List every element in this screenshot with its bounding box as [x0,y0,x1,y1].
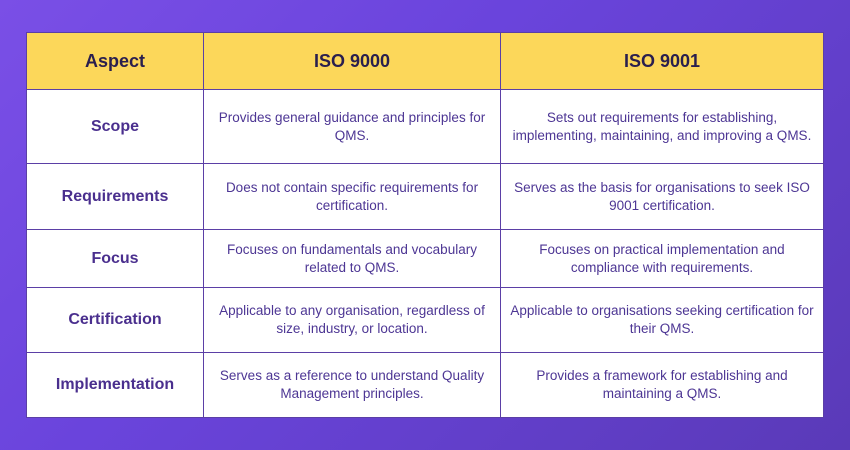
table-header-row: Aspect ISO 9000 ISO 9001 [26,32,824,90]
table-row: Implementation Serves as a reference to … [26,352,824,418]
row-aspect: Requirements [26,163,204,230]
row-iso-9001: Provides a framework for establishing an… [500,352,824,418]
header-iso-9000: ISO 9000 [203,32,501,90]
row-iso-9001: Serves as the basis for organisations to… [500,163,824,230]
row-aspect: Implementation [26,352,204,418]
row-iso-9000: Applicable to any organisation, regardle… [203,287,501,353]
row-iso-9000: Provides general guidance and principles… [203,89,501,164]
table-row: Scope Provides general guidance and prin… [26,89,824,164]
header-iso-9001: ISO 9001 [500,32,824,90]
row-aspect: Focus [26,229,204,288]
row-aspect: Scope [26,89,204,164]
row-iso-9000: Does not contain specific requirements f… [203,163,501,230]
row-iso-9000: Serves as a reference to understand Qual… [203,352,501,418]
row-iso-9000: Focuses on fundamentals and vocabulary r… [203,229,501,288]
row-iso-9001: Focuses on practical implementation and … [500,229,824,288]
header-aspect: Aspect [26,32,204,90]
table-row: Requirements Does not contain specific r… [26,163,824,230]
table-row: Certification Applicable to any organisa… [26,287,824,353]
row-iso-9001: Applicable to organisations seeking cert… [500,287,824,353]
comparison-table-container: Aspect ISO 9000 ISO 9001 Scope Provides … [26,32,824,418]
row-iso-9001: Sets out requirements for establishing, … [500,89,824,164]
row-aspect: Certification [26,287,204,353]
comparison-table: Aspect ISO 9000 ISO 9001 Scope Provides … [26,32,824,418]
table-row: Focus Focuses on fundamentals and vocabu… [26,229,824,288]
